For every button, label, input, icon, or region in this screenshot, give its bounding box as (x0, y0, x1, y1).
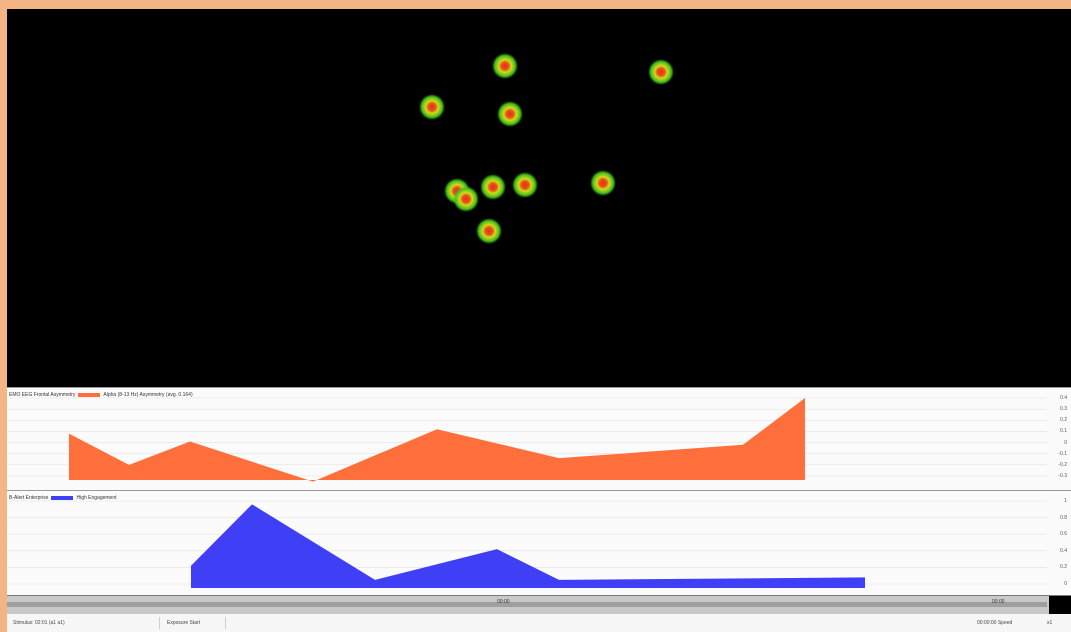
gaze-point (419, 94, 445, 120)
status-divider (159, 617, 160, 629)
y-tick-label: 0 (1064, 439, 1067, 446)
status-speed: 00:00:00 Speed (977, 620, 1013, 626)
faa-area-series (69, 398, 805, 482)
faa-y-axis: 0.4 0.3 0.2 0.1 0 -0.1 -0.2 -0.3 (1049, 388, 1067, 490)
status-speed-value[interactable]: x1 (1047, 620, 1053, 626)
engagement-legend-series: High Engagement (76, 495, 117, 501)
faa-legend-swatch (78, 393, 101, 397)
frontal-asymmetry-panel: EMO EEG Frontal Asymmetry Alpha (8-13 Hz… (7, 387, 1071, 490)
y-tick-label: -0.1 (1058, 450, 1067, 457)
gaze-point (497, 101, 523, 127)
timeline-marker-1: 00:00 (497, 599, 510, 605)
gaze-point (492, 53, 518, 79)
y-tick-label: 0.1 (1060, 428, 1067, 435)
y-tick-label: 0.4 (1060, 395, 1067, 401)
y-tick-label: 0 (1064, 581, 1067, 587)
timeline-track[interactable] (7, 602, 1047, 607)
timeline-marker-2: 00:00 (992, 599, 1005, 605)
faa-legend: EMO EEG Frontal Asymmetry Alpha (8-13 Hz… (9, 392, 193, 398)
timeline-end-block[interactable] (1049, 596, 1071, 614)
y-tick-label: -0.3 (1058, 473, 1067, 479)
faa-legend-series: Alpha (8-13 Hz) Asymmetry (avg. 0.164) (103, 392, 193, 398)
gaze-point (590, 170, 616, 196)
y-tick-label: -0.2 (1058, 461, 1067, 468)
y-tick-label: 0.8 (1060, 514, 1067, 521)
engagement-chart (7, 500, 1047, 588)
y-tick-label: 0.3 (1060, 406, 1067, 413)
y-tick-label: 1 (1064, 498, 1067, 504)
gaze-heatmap (7, 9, 1071, 387)
status-stimulus: Stimulus: 02:01 (a1 a1) (13, 620, 65, 626)
y-tick-label: 0.2 (1060, 564, 1067, 571)
gaze-point (476, 218, 502, 244)
status-exposure: Exposure Start (167, 620, 201, 626)
engagement-area-series (191, 504, 865, 588)
gaze-point (480, 174, 506, 200)
gaze-point (512, 172, 538, 198)
engagement-legend-swatch (51, 496, 74, 500)
engagement-panel: B-Alert Enterprise High Engagement 1 0.8 0… (7, 490, 1071, 596)
gaze-point (453, 186, 479, 212)
y-tick-label: 0.6 (1060, 531, 1067, 538)
engagement-legend-title: B-Alert Enterprise (9, 495, 49, 501)
engagement-legend: B-Alert Enterprise High Engagement (9, 495, 117, 501)
engagement-y-axis: 1 0.8 0.6 0.4 0.2 0 (1049, 491, 1067, 596)
app-window: EMO EEG Frontal Asymmetry Alpha (8-13 Hz… (7, 9, 1071, 632)
faa-chart (7, 397, 1047, 482)
faa-legend-title: EMO EEG Frontal Asymmetry (9, 392, 76, 398)
status-divider (225, 617, 226, 629)
timeline-scrubber[interactable]: 00:00 00:00 (7, 595, 1071, 615)
y-tick-label: 0.4 (1060, 547, 1067, 554)
gaze-point (648, 59, 674, 85)
y-tick-label: 0.2 (1060, 417, 1067, 424)
status-bar: Stimulus: 02:01 (a1 a1) Exposure Start 0… (7, 614, 1071, 632)
